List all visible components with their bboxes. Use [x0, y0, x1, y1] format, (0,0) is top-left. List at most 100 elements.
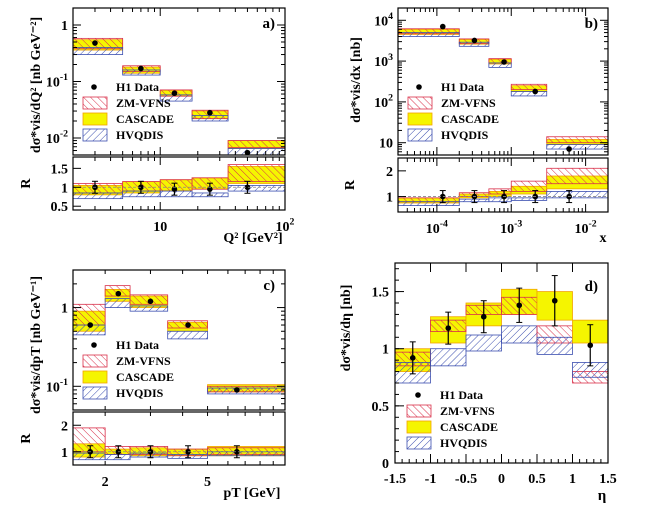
legend-hvqdis-swatch	[406, 436, 432, 450]
b-h1-point	[566, 146, 572, 152]
a-panel-label: a)	[263, 16, 276, 32]
d-hvqdis-band	[430, 348, 467, 367]
c-h1-point	[234, 387, 240, 393]
d-x-tick-label: 0.5	[528, 472, 546, 487]
d-y-tick-label: 1.5	[372, 286, 390, 301]
d-h1-point	[445, 325, 452, 331]
c-ratio-hvqdis-band	[104, 453, 131, 461]
a-ratio-h1-point	[207, 186, 213, 192]
legend-h1-marker	[91, 342, 97, 348]
c-h1-point	[87, 322, 94, 328]
d-y-tick-label: 0.5	[372, 400, 390, 415]
legend-hvqdis-swatch	[82, 128, 108, 142]
c-ratio-h1-point	[234, 448, 240, 455]
a-hvqdis-band	[227, 148, 286, 156]
c-hvqdis-band	[104, 298, 131, 308]
d-h1-point	[480, 313, 487, 320]
legend-h1-marker	[415, 392, 421, 398]
c-ratio-zm-band	[72, 427, 106, 453]
legend-h1-label: H1 Data	[440, 388, 483, 402]
d-x-tick-label: 0	[498, 472, 505, 487]
d-x-axis-title: η	[598, 488, 607, 504]
a-ratio-axis-title: R	[19, 178, 34, 189]
b-hvqdis-band	[488, 62, 512, 68]
b-ratio-zm-band	[510, 180, 548, 192]
a-zm-band	[227, 140, 286, 148]
a-ratio-tick-label: 1	[61, 181, 68, 196]
a-x-tick-label: 10	[153, 220, 167, 235]
legend-zm-swatch	[82, 354, 108, 368]
a-ratio-hvqdis-band	[159, 190, 193, 198]
legend-hvqdis-label: HVQDIS	[116, 386, 164, 400]
c-ratio-tick-label: 2	[61, 419, 68, 434]
a-y-tick-label: 10-1	[46, 72, 68, 90]
b-x-tick-label: 10-3	[500, 219, 522, 237]
a-ratio-zm-band	[227, 164, 286, 183]
legend-zm-label: ZM-VFNS	[440, 404, 495, 418]
b-y-tick-label: 102	[374, 93, 393, 111]
b-y-tick-label: 104	[374, 11, 393, 29]
d-x-tick-label: -1	[425, 472, 437, 487]
b-ratio-tick-label: 1	[386, 191, 393, 206]
legend-h1-label: H1 Data	[441, 80, 484, 94]
a-ratio-h1-point	[244, 184, 251, 191]
c-hvqdis-band	[167, 330, 208, 340]
b-hvqdis-band	[510, 91, 548, 97]
c-hvqdis-band	[207, 387, 286, 395]
legend-cascade-label: CASCADE	[441, 112, 499, 126]
b-y-axis-title: dσ*vis/dx [nb]	[349, 37, 364, 123]
b-ratio-zm-band	[488, 188, 512, 195]
c-h1-point	[147, 298, 154, 305]
b-ratio-hvqdis-band	[488, 197, 512, 203]
panel-b: 104 103 102 10 10-4 10-3 10-2 1 2 b) R H1 Data ZM-VF…	[343, 7, 609, 246]
b-y-tick-label: 10	[379, 137, 393, 152]
a-ratio-tick-label: 0.5	[51, 200, 69, 215]
b-zm-band	[546, 136, 609, 144]
b-zm-band	[510, 83, 548, 91]
d-y-tick-label: 0	[382, 457, 389, 472]
legend-h1-label: H1 Data	[116, 338, 159, 352]
d-hvqdis-band	[536, 336, 573, 355]
b-panel-label: b)	[585, 16, 598, 32]
c-hvqdis-band	[129, 305, 169, 312]
b-h1-point	[501, 59, 507, 65]
b-ratio-axis-title: R	[343, 179, 358, 190]
c-ratio-frame	[72, 411, 286, 466]
c-x-tick-label: 5	[204, 475, 211, 490]
d-x-tick-label: -0.5	[455, 472, 477, 487]
a-y-tick-label: 1	[61, 19, 68, 34]
a-x-tick-label: 102	[276, 217, 295, 235]
a-x-axis-title: Q² [GeV²]	[223, 231, 282, 246]
d-x-tick-label: -1.5	[384, 472, 406, 487]
a-h1-point	[207, 109, 213, 116]
legend-hvqdis-swatch	[82, 386, 108, 400]
legend-zm-swatch	[82, 96, 108, 110]
legend-cascade-swatch	[82, 112, 108, 126]
d-h1-point	[409, 355, 416, 361]
a-h1-point	[138, 65, 144, 72]
legend-zm-swatch	[406, 404, 432, 418]
a-ratio-h1-point	[171, 186, 178, 192]
c-ratio-hvqdis-band	[207, 451, 286, 457]
legend-hvqdis-label: HVQDIS	[440, 436, 488, 450]
legend-hvqdis-label: HVQDIS	[441, 128, 489, 142]
d-x-tick-label: 1	[569, 472, 576, 487]
c-h1-point	[185, 322, 191, 328]
c-panel-label: c)	[263, 278, 275, 294]
d-hvqdis-band	[465, 334, 502, 352]
c-x-axis-title: pT [GeV]	[224, 486, 281, 501]
d-h1-point	[551, 297, 558, 304]
b-h1-point	[439, 23, 446, 30]
legend-cascade-label: CASCADE	[116, 112, 174, 126]
b-ratio-tick-label: 2	[386, 165, 393, 180]
b-ratio-frame	[397, 157, 609, 213]
b-top-frame	[397, 7, 609, 156]
c-y-tick-label: 10-1	[46, 377, 68, 395]
legend-h1-marker	[416, 84, 422, 90]
b-ratio-h1-point	[439, 193, 446, 200]
d-x-tick-label: 1.5	[599, 472, 617, 487]
a-ratio-tick-label: 1.5	[51, 162, 69, 177]
b-x-tick-label: 10-4	[426, 219, 448, 237]
b-h1-point	[471, 37, 478, 44]
